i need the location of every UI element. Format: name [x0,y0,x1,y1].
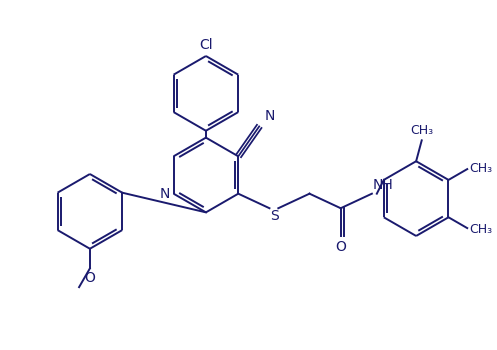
Text: N: N [159,187,169,201]
Text: N: N [264,109,275,123]
Text: CH₃: CH₃ [469,162,493,175]
Text: CH₃: CH₃ [410,124,433,138]
Text: Cl: Cl [199,38,213,52]
Text: O: O [84,271,95,285]
Text: S: S [270,209,279,223]
Text: CH₃: CH₃ [469,223,493,236]
Text: O: O [335,240,346,254]
Text: NH: NH [373,178,394,192]
